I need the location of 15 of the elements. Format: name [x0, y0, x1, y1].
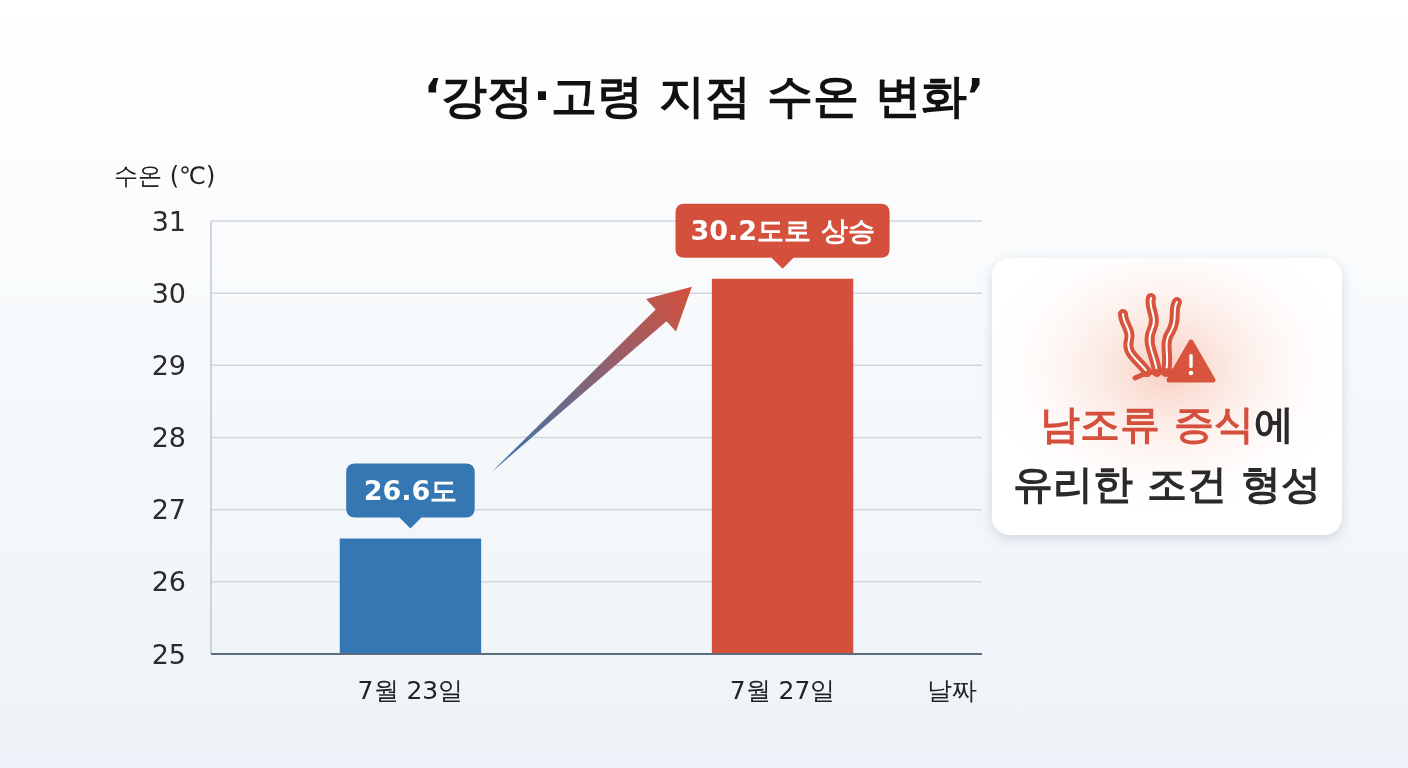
y-tick-label: 27 — [151, 494, 186, 526]
y-tick-label: 30 — [151, 277, 186, 309]
y-tick-label: 26 — [151, 566, 186, 598]
text: 남조류 증식에 유리한 조건 형성 — [1013, 401, 1321, 507]
data-label: 26.6도 — [363, 475, 458, 507]
x-tick-label: 7월 23일 — [357, 675, 464, 705]
x-tick-label: 7월 27일 — [729, 675, 836, 705]
y-tick-label: 25 — [151, 638, 186, 670]
y-axis-title: 수온 (℃) — [114, 162, 216, 190]
x-axis-title: 날짜 — [927, 675, 977, 705]
data-label: 30.2도로 상승 — [690, 215, 875, 247]
y-tick-label: 28 — [151, 422, 186, 453]
y-tick-label: 29 — [151, 349, 186, 381]
chart-title: ‘강정·고령 지점 수온 변화’ — [423, 69, 985, 123]
y-tick-label: 31 — [151, 205, 186, 237]
